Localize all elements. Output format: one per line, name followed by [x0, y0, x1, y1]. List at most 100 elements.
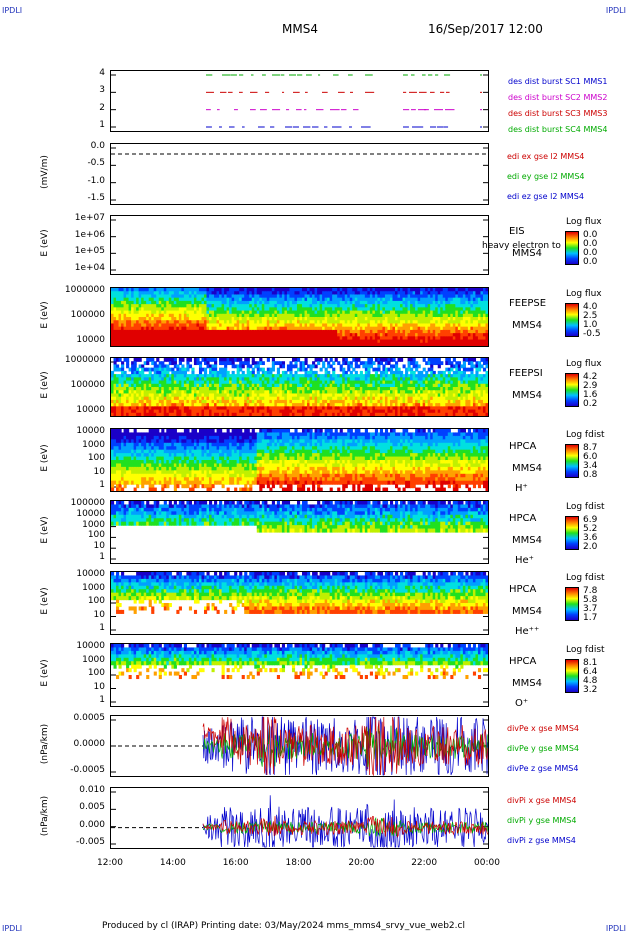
heatmap-cell: [382, 288, 386, 292]
heatmap-cell: [372, 336, 376, 341]
heatmap-cell: [171, 380, 175, 385]
heatmap-cell: [309, 329, 313, 334]
heatmap-cell: [435, 333, 439, 337]
heatmap-cell: [171, 294, 175, 299]
heatmap-cell: [176, 297, 180, 302]
heatmap-cell: [173, 377, 177, 382]
heatmap-cell: [422, 380, 426, 385]
heatmap-cell: [425, 412, 429, 416]
heatmap-cell: [344, 374, 348, 378]
heatmap-cell: [158, 291, 162, 296]
heatmap-cell: [266, 291, 270, 296]
heatmap-cell: [266, 329, 270, 334]
heatmap-cell: [327, 288, 331, 292]
heatmap-cell: [196, 387, 200, 391]
heatmap-cell: [337, 297, 341, 302]
heatmap-cell: [163, 323, 167, 328]
heatmap-cell: [281, 406, 286, 411]
heatmap-cell: [229, 304, 233, 308]
heatmap-cell: [221, 317, 225, 321]
heatmap-cell: [209, 294, 213, 299]
heatmap-cell: [354, 361, 358, 366]
heatmap-cell: [475, 310, 479, 315]
heatmap-cell: [354, 374, 358, 378]
heatmap-cell: [201, 387, 205, 391]
heatmap-cell: [379, 358, 384, 362]
heatmap-cell: [369, 399, 373, 404]
heatmap-cell: [153, 364, 157, 369]
heatmap-cell: [196, 361, 200, 366]
heatmap-cell: [352, 323, 356, 328]
heatmap-cell: [329, 313, 333, 318]
heatmap-cell: [188, 294, 193, 299]
heatmap-cell: [437, 412, 441, 416]
heatmap-cell: [206, 310, 210, 315]
heatmap-cell: [342, 300, 346, 305]
heatmap-cell: [178, 367, 182, 372]
heatmap-cell: [246, 342, 250, 346]
heatmap-cell: [314, 326, 318, 331]
heatmap-cell: [126, 336, 130, 341]
heatmap-cell: [188, 297, 193, 302]
heatmap-cell: [266, 320, 270, 325]
heatmap-cell: [294, 333, 298, 337]
heatmap-cell: [435, 300, 439, 305]
heatmap-cell: [357, 329, 361, 334]
heatmap-cell: [447, 317, 451, 321]
heatmap-cell: [422, 387, 426, 391]
heatmap-cell: [337, 300, 341, 305]
heatmap-cell: [141, 380, 145, 385]
heatmap-cell: [193, 294, 198, 299]
heatmap-cell: [392, 294, 396, 299]
heatmap-cell: [465, 304, 469, 308]
heatmap-cell: [397, 310, 401, 315]
heatmap-cell: [442, 313, 446, 318]
heatmap-cell: [246, 367, 250, 372]
heatmap-cell: [430, 333, 434, 337]
heatmap-cell: [206, 317, 210, 321]
heatmap-cell: [299, 399, 303, 404]
heatmap-cell: [168, 409, 172, 414]
heatmap-cell: [151, 329, 155, 334]
heatmap-cell: [183, 342, 187, 346]
heatmap-cell: [339, 380, 343, 385]
heatmap-cell: [294, 374, 298, 378]
heatmap-cell: [271, 300, 275, 305]
heatmap-cell: [312, 396, 316, 401]
heatmap-cell: [131, 323, 135, 328]
heatmap-cell: [231, 399, 235, 404]
heatmap-cell: [422, 374, 426, 378]
heatmap-cell: [186, 393, 190, 398]
heatmap-cell: [425, 288, 429, 292]
heatmap-cell: [291, 377, 296, 382]
heatmap-cell: [427, 396, 431, 401]
heatmap-cell: [191, 291, 195, 296]
heatmap-cell: [239, 358, 243, 362]
heatmap-cell: [168, 358, 172, 362]
heatmap-cell: [442, 370, 446, 375]
heatmap-cell: [314, 370, 318, 375]
heatmap-cell: [319, 396, 323, 401]
heatmap-cell: [425, 297, 429, 302]
heatmap-cell: [440, 320, 444, 325]
heatmap-cell: [395, 333, 399, 337]
heatmap-cell: [276, 412, 280, 416]
heatmap-cell: [354, 380, 358, 385]
heatmap-cell: [309, 320, 313, 325]
heatmap-cell: [384, 333, 389, 337]
heatmap-cell: [377, 409, 381, 414]
heatmap-cell: [379, 380, 384, 385]
heatmap-cell: [407, 412, 411, 416]
heatmap-cell: [291, 393, 296, 398]
heatmap-cell: [116, 336, 120, 341]
heatmap-cell: [264, 377, 268, 382]
heatmap-cell: [219, 393, 223, 398]
heatmap-cell: [427, 320, 431, 325]
heatmap-cell: [221, 380, 225, 385]
heatmap-cell: [281, 317, 286, 321]
heatmap-cell: [143, 367, 147, 372]
heatmap-cell: [319, 320, 323, 325]
heatmap-cell: [309, 370, 313, 375]
y-tick-label: 3: [99, 85, 105, 96]
heatmap-cell: [256, 310, 260, 315]
